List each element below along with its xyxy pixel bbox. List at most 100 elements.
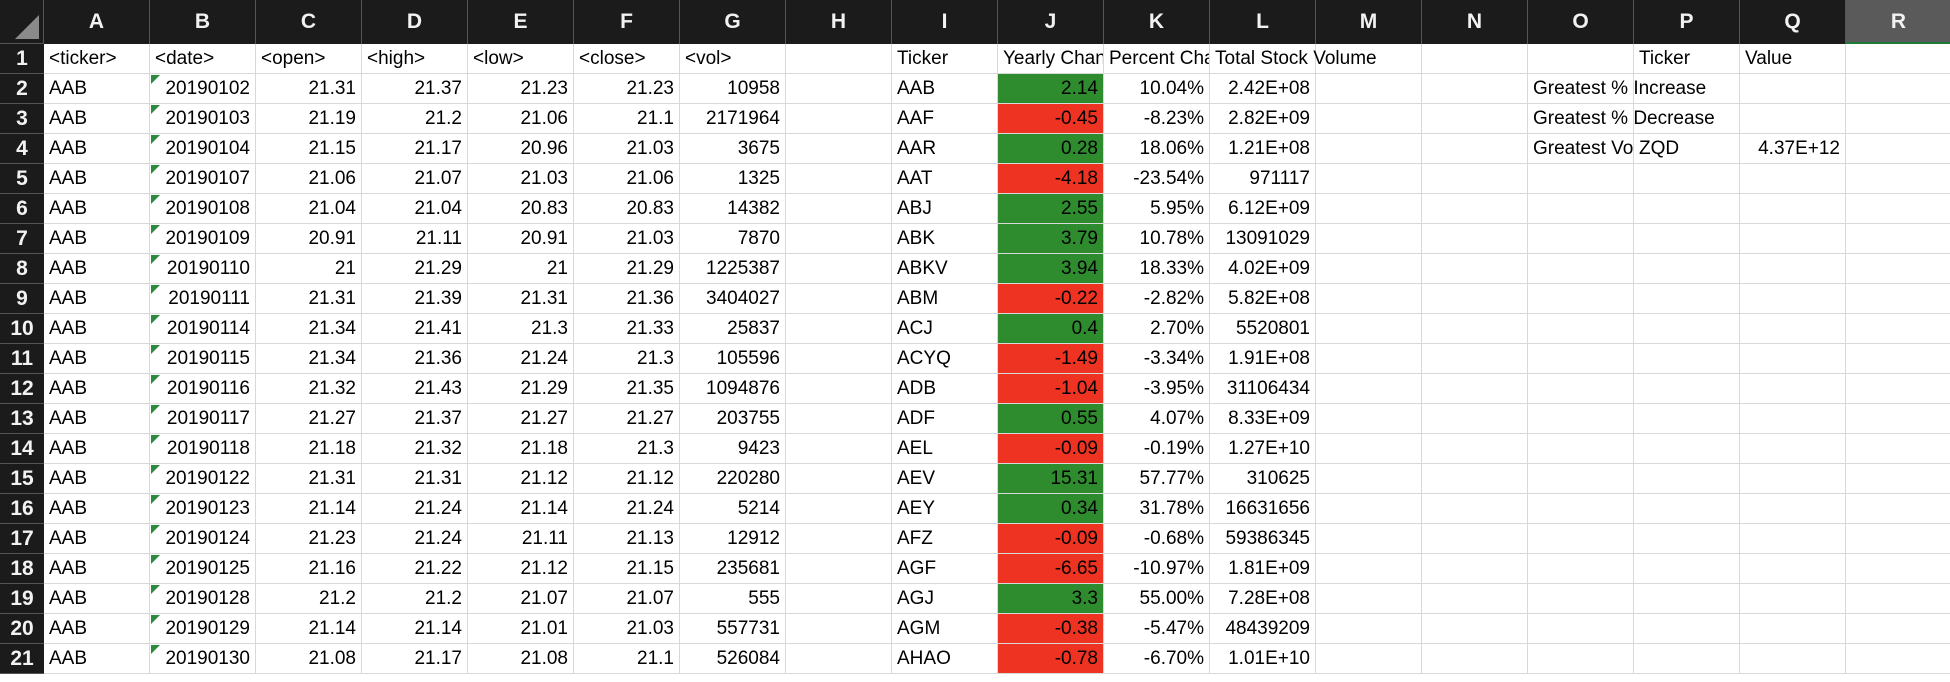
grid-cell[interactable]	[1316, 344, 1422, 374]
stock-high-cell[interactable]: 21.32	[362, 434, 468, 464]
grid-cell[interactable]	[1316, 554, 1422, 584]
stock-date-cell[interactable]: 20190104	[150, 134, 256, 164]
row-header-14[interactable]: 14	[0, 434, 44, 464]
total-volume-cell[interactable]: 16631656	[1210, 494, 1316, 524]
column-header-a[interactable]: A	[44, 0, 150, 44]
grid-cell[interactable]	[786, 74, 892, 104]
grid-cell[interactable]	[1528, 404, 1634, 434]
total-volume-cell[interactable]: 1.27E+10	[1210, 434, 1316, 464]
stock-vol-cell[interactable]: 5214	[680, 494, 786, 524]
grid-cell[interactable]	[1846, 644, 1950, 674]
summary-ticker-cell[interactable]: AEV	[892, 464, 998, 494]
column-header-j[interactable]: J	[998, 0, 1104, 44]
grid-cell[interactable]	[1740, 374, 1846, 404]
stock-date-cell[interactable]: 20190118	[150, 434, 256, 464]
stock-high-cell[interactable]: 21.11	[362, 224, 468, 254]
stock-ticker-cell[interactable]: AAB	[44, 344, 150, 374]
stock-close-cell[interactable]: 21.35	[574, 374, 680, 404]
grid-cell[interactable]	[1528, 44, 1634, 74]
grid-cell[interactable]	[1422, 224, 1528, 254]
yearly-change-cell[interactable]: -6.65	[998, 554, 1104, 584]
total-volume-cell[interactable]: 1.01E+10	[1210, 644, 1316, 674]
column-header-i[interactable]: I	[892, 0, 998, 44]
row-header-8[interactable]: 8	[0, 254, 44, 284]
stock-close-cell[interactable]: 21.03	[574, 224, 680, 254]
percent-change-cell[interactable]: -8.23%	[1104, 104, 1210, 134]
total-volume-cell[interactable]: 2.42E+08	[1210, 74, 1316, 104]
row-header-5[interactable]: 5	[0, 164, 44, 194]
row-header-13[interactable]: 13	[0, 404, 44, 434]
stock-ticker-cell[interactable]: AAB	[44, 644, 150, 674]
column-header-g[interactable]: G	[680, 0, 786, 44]
yearly-change-cell[interactable]: -0.45	[998, 104, 1104, 134]
stock-date-cell[interactable]: 20190122	[150, 464, 256, 494]
row-header-15[interactable]: 15	[0, 464, 44, 494]
stock-open-cell[interactable]: 21.14	[256, 494, 362, 524]
summary-ticker-cell[interactable]: ABJ	[892, 194, 998, 224]
summary-ticker-cell[interactable]: AGJ	[892, 584, 998, 614]
grid-cell[interactable]	[1740, 584, 1846, 614]
summary-ticker-cell[interactable]: AGM	[892, 614, 998, 644]
grid-cell[interactable]	[1422, 374, 1528, 404]
percent-change-cell[interactable]: 2.70%	[1104, 314, 1210, 344]
percent-change-cell[interactable]: 10.78%	[1104, 224, 1210, 254]
stock-date-cell[interactable]: 20190114	[150, 314, 256, 344]
stock-open-cell[interactable]: 21.31	[256, 464, 362, 494]
total-volume-cell[interactable]: 1.91E+08	[1210, 344, 1316, 374]
grid-cell[interactable]	[1528, 224, 1634, 254]
grid-cell[interactable]	[1634, 434, 1740, 464]
grid-cell[interactable]	[1740, 224, 1846, 254]
grid-cell[interactable]	[1422, 524, 1528, 554]
grid-cell[interactable]	[1740, 74, 1846, 104]
grid-cell[interactable]	[1316, 614, 1422, 644]
summary-ticker-cell[interactable]: ACJ	[892, 314, 998, 344]
grid-cell[interactable]	[1316, 524, 1422, 554]
header-cell-d[interactable]: <high>	[362, 44, 468, 74]
stock-open-cell[interactable]: 21.15	[256, 134, 362, 164]
grid-cell[interactable]	[1422, 254, 1528, 284]
row-header-20[interactable]: 20	[0, 614, 44, 644]
grid-cell[interactable]	[1528, 314, 1634, 344]
grid-cell[interactable]	[1846, 254, 1950, 284]
stock-close-cell[interactable]: 21.06	[574, 164, 680, 194]
percent-change-cell[interactable]: -5.47%	[1104, 614, 1210, 644]
yearly-change-cell[interactable]: 0.28	[998, 134, 1104, 164]
total-volume-cell[interactable]: 5.82E+08	[1210, 284, 1316, 314]
stock-date-cell[interactable]: 20190109	[150, 224, 256, 254]
grid-cell[interactable]	[1740, 644, 1846, 674]
grid-cell[interactable]	[1528, 554, 1634, 584]
grid-cell[interactable]	[1740, 284, 1846, 314]
stock-open-cell[interactable]: 21.14	[256, 614, 362, 644]
grid-cell[interactable]	[1634, 494, 1740, 524]
grid-cell[interactable]	[786, 104, 892, 134]
grid-cell[interactable]	[1422, 494, 1528, 524]
row-header-2[interactable]: 2	[0, 74, 44, 104]
grid-cell[interactable]	[1634, 194, 1740, 224]
grid-cell[interactable]	[1528, 464, 1634, 494]
column-header-o[interactable]: O	[1528, 0, 1634, 44]
grid-cell[interactable]	[1846, 104, 1950, 134]
stock-close-cell[interactable]: 21.13	[574, 524, 680, 554]
grid-cell[interactable]	[786, 374, 892, 404]
yearly-change-cell[interactable]: 0.4	[998, 314, 1104, 344]
stock-close-cell[interactable]: 21.27	[574, 404, 680, 434]
stock-ticker-cell[interactable]: AAB	[44, 524, 150, 554]
grid-cell[interactable]	[1422, 614, 1528, 644]
percent-change-cell[interactable]: -10.97%	[1104, 554, 1210, 584]
greatest-ticker-cell[interactable]: ZQD	[1634, 134, 1740, 164]
percent-change-cell[interactable]: -3.95%	[1104, 374, 1210, 404]
row-header-9[interactable]: 9	[0, 284, 44, 314]
grid-cell[interactable]	[1846, 134, 1950, 164]
stock-low-cell[interactable]: 21.06	[468, 104, 574, 134]
stock-date-cell[interactable]: 20190117	[150, 404, 256, 434]
stock-close-cell[interactable]: 21.07	[574, 584, 680, 614]
stock-low-cell[interactable]: 21.27	[468, 404, 574, 434]
grid-cell[interactable]	[1740, 104, 1846, 134]
yearly-change-cell[interactable]: -1.49	[998, 344, 1104, 374]
grid-cell[interactable]	[786, 434, 892, 464]
grid-cell[interactable]	[1846, 614, 1950, 644]
grid-cell[interactable]	[1316, 134, 1422, 164]
grid-cell[interactable]	[1528, 644, 1634, 674]
total-volume-cell[interactable]: 1.81E+09	[1210, 554, 1316, 584]
grid-cell[interactable]	[1634, 554, 1740, 584]
